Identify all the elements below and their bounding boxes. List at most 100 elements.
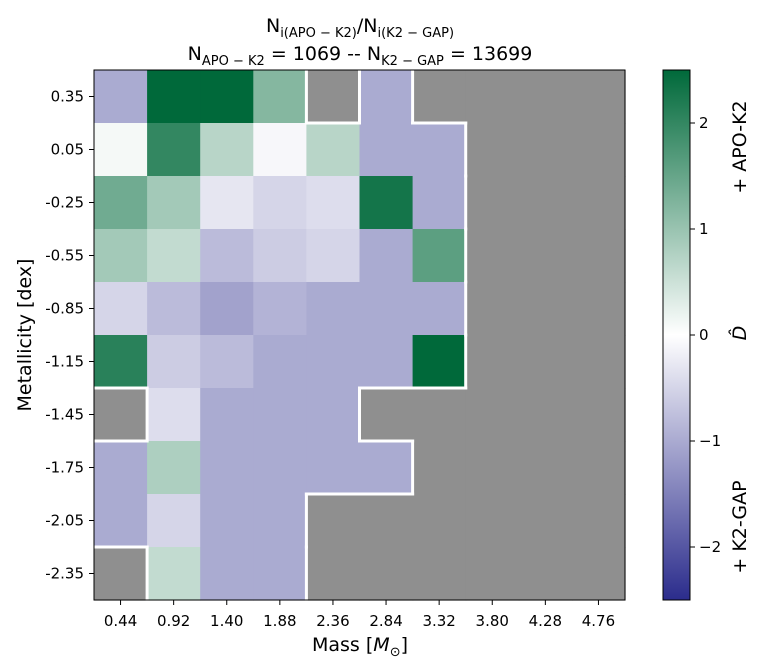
title2-mid: = 1069 -- N [265,43,381,65]
heatmap-cell-empty [465,547,520,601]
heatmap-cell [359,282,414,336]
heatmap-cell [94,282,148,336]
heatmap-cell [306,388,361,442]
y-tick-label: -1.45 [45,406,84,424]
y-tick-label: -0.25 [45,194,84,212]
heatmap-cell [253,70,307,124]
title2-sub2: K2 − GAP [381,54,444,69]
x-tick-label: 1.88 [263,612,296,630]
heatmap-cell-empty [518,547,573,601]
heatmap-cell [412,123,467,177]
heatmap-cell [253,547,307,601]
heatmap-cell-empty [465,494,520,548]
heatmap-cell [253,494,307,548]
heatmap-cell [147,70,201,124]
heatmap-cell [94,229,148,283]
x-axis-label-close: ] [401,634,408,656]
heatmap-cell [306,176,361,230]
heatmap-cell-empty [359,494,414,548]
heatmap-cell [412,282,467,336]
heatmap-cell [94,335,148,389]
colorbar-tick-label: 1 [699,220,709,238]
heatmap-cell-empty [306,70,361,124]
x-tick-label: 4.76 [582,612,615,630]
heatmap-cell [253,123,307,177]
x-tick-label: 2.36 [316,612,349,630]
heatmap-cell-empty [518,335,573,389]
title1-sub2: i(K2 − GAP) [378,26,455,41]
heatmap-cell [200,229,254,283]
colorbar-tick-label: 2 [699,114,709,132]
heatmap-cell-empty [518,494,573,548]
heatmap-cell [147,176,201,230]
colorbar-bottom-label: + K2-GAP [729,480,751,573]
heatmap-cell [359,123,414,177]
y-tick-label: -0.55 [45,247,84,265]
heatmap-cell-empty [412,547,467,601]
colorbar [662,69,691,601]
heatmap-cell-empty [465,388,520,442]
heatmap-cell [147,547,201,601]
x-tick-label: 2.84 [369,612,402,630]
heatmap-cell-empty [571,176,626,230]
title2-lead: N [188,43,202,65]
heatmap-cell [359,176,414,230]
heatmap-cell [359,229,414,283]
heatmap-cell-empty [465,441,520,495]
x-axis-label-sub: ⊙ [390,645,401,660]
heatmap-cell [359,335,414,389]
heatmap-cell [306,229,361,283]
heatmap-cell-empty [359,388,414,442]
plot-frame [93,69,626,601]
heatmap-cell [359,441,414,495]
region-boundary-lines [92,68,468,602]
heatmap-cell-empty [465,335,520,389]
colorbar-ticks: −2 −1 0 1 2 [690,114,721,556]
x-tick-label: 0.44 [104,612,137,630]
heatmap-cell [412,176,467,230]
heatmap-cell [200,441,254,495]
heatmap-cell-empty [306,547,361,601]
heatmap-cell-empty [412,441,467,495]
heatmap-cell [253,229,307,283]
colorbar-top-label: + APO-K2 [729,100,751,193]
heatmap-cell-empty [518,70,573,124]
heatmap-cell-empty [571,70,626,124]
x-tick-label: 0.92 [157,612,190,630]
heatmap-cell [200,70,254,124]
heatmap-cell [306,282,361,336]
x-tick-label: 3.32 [422,612,455,630]
heatmap-cell [200,176,254,230]
title2-sub1: APO − K2 [202,54,265,69]
heatmap-cell [359,70,414,124]
title2-tail: = 13699 [444,43,532,65]
heatmap-cell [306,335,361,389]
heatmap-cell [94,70,148,124]
chart-title-line1: Ni(APO − K2)/Ni(K2 − GAP) [266,15,454,41]
heatmap-cell-empty [518,441,573,495]
heatmap-cell-empty [465,123,520,177]
heatmap-cell [200,123,254,177]
colorbar-tick-label: −1 [699,432,721,450]
colorbar-label: D̂ [729,326,751,341]
heatmap-cell-empty [518,388,573,442]
heatmap-cell-empty [465,176,520,230]
y-axis-label: Metallicity [dex] [14,259,36,412]
x-axis-label-math: M [373,634,389,656]
y-axis-ticks: 0.35 0.05 -0.25 -0.55 -0.85 -1.15 -1.45 -1.75 -2… [45,88,94,583]
y-tick-label: -1.15 [45,353,84,371]
y-tick-label: -2.35 [45,565,84,583]
heatmap-cell [147,441,201,495]
x-axis-ticks: 0.44 0.92 1.40 1.88 2.36 2.84 3.32 3.80 4.28 4.76 [104,600,615,630]
heatmap-cell-empty [465,229,520,283]
heatmap-cell-empty [94,547,148,601]
heatmap-cell-empty [571,282,626,336]
heatmap-cell-empty [571,441,626,495]
heatmap-cell [412,229,467,283]
heatmap-cell [200,547,254,601]
heatmap-cell [253,335,307,389]
heatmap-cell [253,388,307,442]
heatmap-cell [306,123,361,177]
heatmap-cell [253,176,307,230]
heatmap-cell-empty [518,229,573,283]
